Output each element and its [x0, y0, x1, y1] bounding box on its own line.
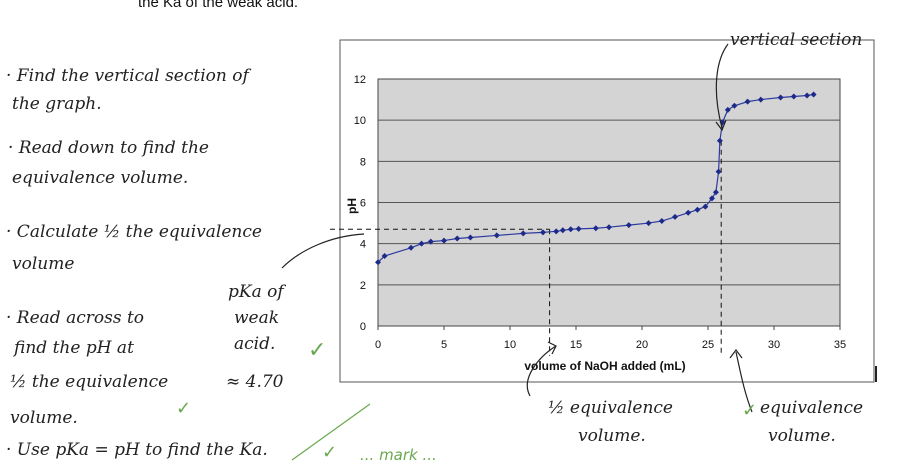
eq-arrowhead [729, 349, 743, 359]
vertical-section-arrow [715, 43, 729, 129]
x-tick-label: 5 [441, 339, 447, 351]
step2-line1: · Read down to find the [8, 138, 209, 158]
y-tick-label: 8 [360, 156, 366, 168]
data-point [553, 228, 560, 235]
data-point [715, 168, 722, 175]
y-tick-label: 10 [354, 115, 366, 127]
eq-arrow [735, 351, 753, 413]
data-point [731, 102, 738, 109]
data-point [790, 93, 797, 100]
guide-lines [330, 140, 722, 356]
y-tick-label: 12 [354, 74, 366, 86]
data-point [441, 237, 447, 244]
data-point [567, 226, 574, 233]
step1-line1: · Find the vertical section of [6, 66, 249, 86]
data-point [702, 203, 709, 210]
data-point [408, 244, 414, 251]
pka-line3: acid. [234, 334, 276, 354]
data-point [427, 238, 434, 245]
data-point [777, 94, 784, 101]
data-point [592, 225, 599, 232]
half-eq-arrowhead [547, 341, 557, 355]
step4-line1: · Read across to [6, 308, 145, 328]
vertical-section-label: vertical section [730, 30, 863, 50]
y-axis-label: pH [345, 198, 359, 214]
step5-line1: · Use pKa = pH to find the Ka. [6, 440, 268, 460]
step4-check: ✓ [176, 398, 192, 419]
step1-line2: the graph. [12, 94, 102, 114]
x-tick-label: 20 [636, 339, 648, 351]
data-point [645, 220, 652, 227]
x-tick-labels: 0 5 10 15 20 25 30 35 [375, 326, 846, 351]
data-point [625, 222, 632, 229]
data-point [381, 253, 388, 260]
data-point [606, 224, 612, 231]
y-tick-label: 6 [360, 198, 366, 210]
y-tick-labels: 0 2 4 6 8 10 12 [354, 74, 366, 333]
data-point [708, 195, 715, 202]
data-point [467, 234, 474, 241]
x-tick-label: 30 [768, 339, 780, 351]
pka-line4: ≈ 4.70 [226, 372, 284, 392]
check-stroke-long [291, 403, 371, 461]
data-point [685, 209, 692, 216]
step4-line4: volume. [10, 408, 78, 428]
data-point [520, 230, 527, 237]
data-point [575, 225, 582, 232]
data-point [757, 96, 764, 103]
x-tick-label: 0 [375, 339, 381, 351]
vertical-section-arrowhead [715, 119, 727, 132]
x-tick-label: 10 [504, 339, 516, 351]
pka-arrow [281, 233, 365, 269]
data-point [744, 98, 751, 105]
eq-line2: volume. [768, 426, 836, 446]
data-point [672, 213, 678, 220]
step3-line2: volume [12, 254, 75, 274]
data-point [493, 232, 500, 239]
header-text: the Ka of the weak acid. [138, 0, 299, 11]
half-eq-arrow [526, 345, 557, 397]
pka-line2: weak [234, 308, 280, 328]
data-point [716, 137, 723, 144]
data-point [540, 229, 546, 236]
data-point [418, 240, 425, 247]
data-point [724, 106, 731, 113]
pka-check: ✓ [308, 338, 327, 363]
x-tick-label: 25 [702, 339, 714, 351]
half-eq-line2: volume. [578, 426, 646, 446]
data-point [375, 259, 381, 266]
x-tick-label: 15 [570, 339, 582, 351]
step4-line2: find the pH at [14, 338, 134, 358]
pka-line1: pKa of [228, 282, 284, 302]
eq-check: ✓ [742, 400, 758, 421]
data-point [804, 92, 810, 99]
data-point [810, 91, 817, 98]
data-point [712, 189, 719, 196]
y-tick-label: 0 [360, 321, 366, 333]
grid-lines [378, 119, 840, 286]
x-axis-label: volume of NaOH added (mL) [524, 359, 685, 373]
step4-line3: ½ the equivalence [10, 372, 169, 392]
data-point [658, 218, 665, 225]
bottom-check: ✓ [322, 442, 338, 463]
x-tick-label: 35 [834, 339, 846, 351]
y-tick-label: 2 [360, 280, 366, 292]
data-points [375, 91, 817, 266]
step3-line1: · Calculate ½ the equivalence [6, 222, 262, 242]
data-point [559, 227, 566, 234]
y-tick-label: 4 [360, 239, 366, 251]
half-eq-line1: ½ equivalence [548, 398, 673, 418]
data-point [694, 206, 701, 213]
bottom-partial-note: ... mark ... [360, 446, 437, 464]
data-point [454, 235, 461, 242]
step2-line2: equivalence volume. [12, 168, 189, 188]
eq-line1: equivalence [760, 398, 864, 418]
